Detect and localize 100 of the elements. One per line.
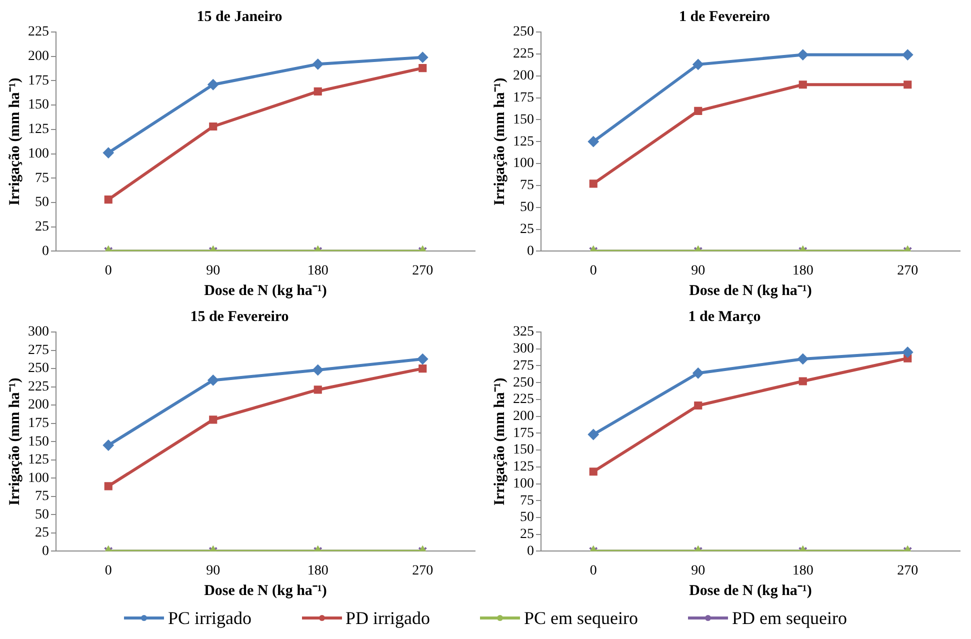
- y-tick-label: 25: [520, 527, 534, 542]
- x-tick-label: 0: [590, 563, 597, 578]
- y-tick-label: 100: [513, 476, 534, 492]
- y-tick-label: 75: [35, 489, 49, 504]
- y-tick-label: 50: [35, 507, 49, 522]
- x-tick-label: 0: [104, 263, 112, 278]
- x-tick-label: 90: [691, 563, 706, 578]
- y-tick-label: 0: [527, 244, 534, 259]
- point: [209, 122, 218, 131]
- y-tick-label: 50: [35, 195, 49, 210]
- y-tick-label: 50: [520, 510, 534, 526]
- point: [904, 80, 912, 89]
- point: [694, 106, 702, 115]
- legend-label: PC irrigado: [168, 608, 252, 628]
- point: [902, 346, 914, 358]
- y-tick-label: 175: [28, 73, 49, 88]
- y-tick-label: 25: [35, 220, 49, 235]
- point: [417, 52, 428, 63]
- point: [692, 58, 704, 70]
- x-tick-label: 90: [691, 263, 706, 278]
- point: [798, 377, 807, 386]
- x-tick-label: 90: [206, 263, 220, 278]
- x-tick-label: 270: [412, 563, 434, 578]
- y-axis-title: Irrigação (mm ha⁻¹): [492, 378, 508, 506]
- y-tick-label: 200: [28, 49, 49, 64]
- point: [797, 353, 808, 364]
- point: [798, 80, 807, 89]
- y-tick-label: 175: [513, 426, 534, 441]
- point: [102, 440, 114, 451]
- y-tick-label: 100: [28, 470, 49, 486]
- x-axis-title: Dose de N (kg ha⁻¹): [689, 282, 812, 299]
- legend-label: PC em sequeiro: [524, 608, 638, 628]
- y-tick-label: 250: [513, 24, 534, 40]
- point: [902, 49, 914, 60]
- x-tick-label: 180: [792, 563, 814, 578]
- y-tick-label: 225: [513, 392, 534, 408]
- y-tick-label: 75: [35, 170, 49, 186]
- point: [588, 136, 599, 148]
- point: [312, 364, 324, 376]
- y-tick-label: 0: [42, 544, 49, 559]
- y-tick-label: 75: [520, 493, 534, 508]
- x-tick-label: 270: [412, 263, 434, 278]
- y-tick-label: 150: [513, 442, 534, 458]
- y-tick-label: 300: [28, 324, 49, 340]
- legend-label: PD irrigado: [346, 608, 430, 628]
- x-axis-title: Dose de N (kg ha⁻¹): [204, 582, 327, 599]
- chart-title: 1 de Março: [688, 308, 761, 325]
- y-tick-label: 325: [513, 324, 534, 340]
- x-axis-title: Dose de N (kg ha⁻¹): [204, 282, 327, 299]
- y-tick-label: 0: [42, 244, 49, 259]
- y-tick-label: 100: [513, 156, 534, 172]
- y-tick-label: 125: [28, 122, 49, 138]
- x-axis-title: Dose de N (kg ha⁻¹): [689, 582, 812, 599]
- point: [692, 368, 704, 379]
- y-tick-label: 150: [28, 434, 49, 450]
- legend-label: PD em sequeiro: [732, 608, 847, 628]
- y-tick-label: 200: [513, 408, 534, 424]
- y-axis-title: Irrigação (mm ha⁻¹): [6, 78, 23, 206]
- y-tick-label: 125: [513, 460, 534, 475]
- y-tick-label: 175: [28, 416, 49, 432]
- y-tick-label: 225: [28, 24, 49, 40]
- y-tick-label: 125: [513, 134, 534, 150]
- chart-title: 15 de Fevereiro: [190, 308, 289, 325]
- point: [312, 58, 324, 70]
- y-tick-label: 275: [28, 342, 49, 358]
- y-tick-label: 0: [527, 544, 534, 559]
- y-axis-title: Irrigação (mm ha⁻¹): [6, 378, 23, 506]
- x-tick-label: 180: [307, 563, 328, 578]
- y-tick-label: 200: [513, 68, 534, 84]
- point: [209, 416, 218, 424]
- y-tick-label: 125: [28, 452, 49, 468]
- y-tick-label: 75: [520, 178, 534, 194]
- chart-title: 15 de Janeiro: [196, 8, 282, 25]
- point: [208, 374, 219, 386]
- point: [797, 49, 808, 60]
- y-tick-label: 225: [513, 46, 534, 62]
- y-axis-title: Irrigação (mm ha⁻¹): [492, 78, 508, 206]
- chart-title: 1 de Fevereiro: [678, 8, 770, 25]
- y-tick-label: 275: [513, 358, 534, 374]
- y-tick-label: 100: [28, 146, 49, 162]
- x-tick-label: 0: [104, 563, 112, 578]
- point: [208, 79, 219, 90]
- y-tick-label: 250: [513, 375, 534, 390]
- point: [418, 64, 427, 72]
- point: [589, 180, 598, 188]
- y-tick-label: 25: [35, 526, 49, 541]
- y-tick-label: 25: [520, 222, 534, 237]
- y-tick-label: 200: [28, 398, 49, 413]
- y-tick-label: 50: [520, 200, 534, 216]
- point: [589, 468, 598, 476]
- y-tick-label: 175: [513, 90, 534, 106]
- y-tick-label: 250: [28, 361, 49, 376]
- x-tick-label: 0: [590, 263, 597, 278]
- point: [694, 401, 702, 410]
- point: [417, 354, 428, 365]
- point: [102, 147, 114, 158]
- point: [104, 482, 112, 490]
- x-tick-label: 270: [897, 563, 918, 578]
- point: [418, 364, 427, 373]
- x-tick-label: 180: [792, 263, 814, 278]
